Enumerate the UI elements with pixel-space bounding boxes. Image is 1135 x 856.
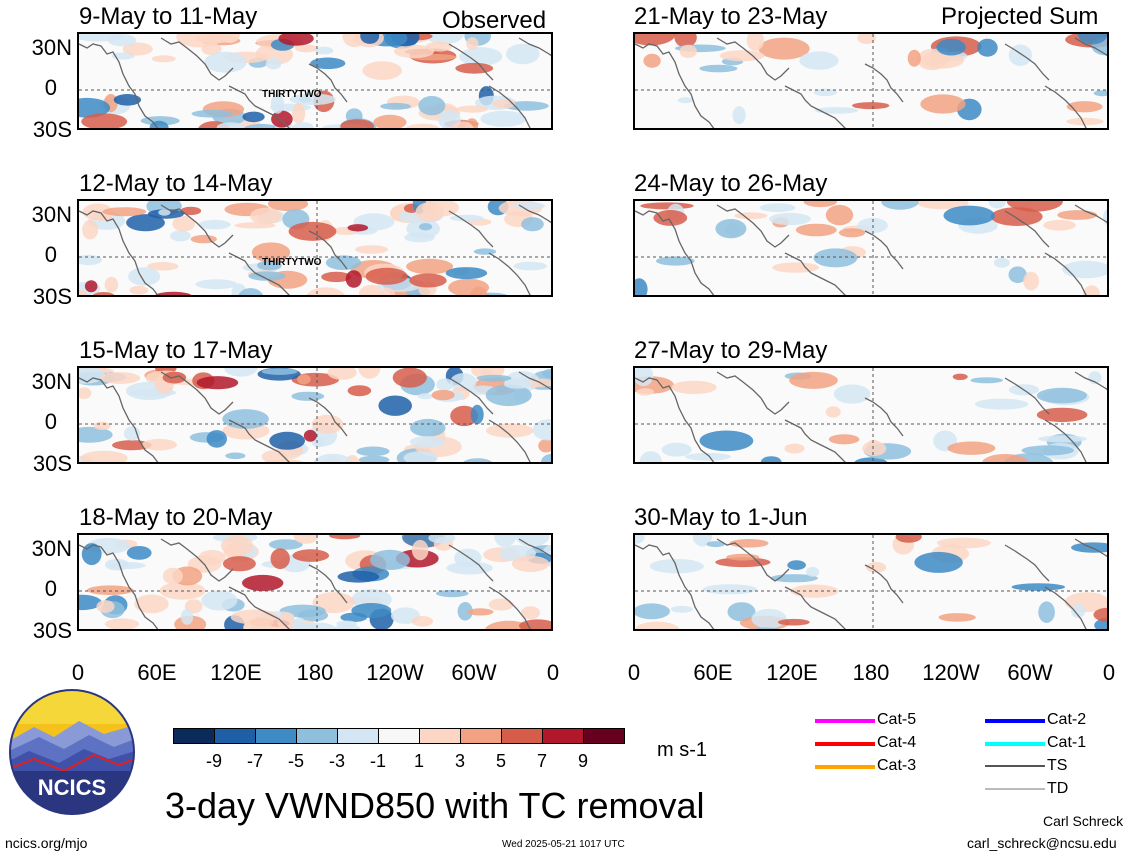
map-panel-obs-3 (77, 366, 553, 464)
lat-label-30s: 30S (32, 117, 72, 142)
colorbar-swatch (255, 728, 297, 744)
colorbar-tick-label: 9 (577, 751, 588, 771)
map-field (635, 368, 1107, 462)
tc-legend-label: TS (1047, 757, 1068, 774)
colorbar-unit: m s-1 (657, 739, 707, 761)
lat-label-eq: 0 (44, 576, 57, 601)
colorbar-tick-label: -1 (369, 751, 386, 771)
panel-title-obs-4: 18-May to 20-May (79, 504, 273, 531)
lat-label-30s: 30S (32, 451, 72, 476)
colorbar-swatch (378, 728, 420, 744)
colorbar-swatch (583, 728, 625, 744)
footer-author: Carl Schreck (1043, 813, 1124, 829)
colorbar-tick-label: 3 (454, 751, 465, 771)
colorbar-tick-label: -3 (328, 751, 345, 771)
map-panel-proj-3 (633, 366, 1109, 464)
panel-title-proj-2: 24-May to 26-May (634, 170, 828, 197)
map-field (79, 201, 551, 295)
lat-label-30n: 30N (31, 35, 72, 60)
colorbar-tick-label: -9 (205, 751, 222, 771)
lat-label-30n: 30N (31, 369, 72, 394)
projected-sum-header: Projected Sum (941, 3, 1099, 30)
lon-label-0: 0 (627, 660, 641, 685)
lon-label-60w: 60W (451, 660, 497, 685)
lat-label-eq: 0 (44, 242, 57, 267)
map-field (635, 535, 1107, 629)
figure-title: 3-day VWND850 with TC removal (165, 785, 705, 826)
ncics-logo[interactable]: NCICS (9, 689, 135, 815)
tc-legend-line (815, 719, 875, 723)
map-field (635, 34, 1107, 128)
tc-legend-label: Cat-1 (1047, 734, 1087, 751)
panel-title-proj-1: 21-May to 23-May (634, 3, 828, 30)
tc-legend-line (985, 742, 1045, 746)
lon-label-0-end: 0 (546, 660, 560, 685)
colorbar-tick-label: -5 (287, 751, 304, 771)
panel-title-obs-2: 12-May to 14-May (79, 170, 273, 197)
tc-legend-label: Cat-2 (1047, 711, 1087, 728)
map-panel-proj-4 (633, 533, 1109, 631)
map-panel-obs-2 (77, 199, 553, 297)
map-panel-proj-1 (633, 32, 1109, 130)
panel-title-obs-1: 9-May to 11-May (79, 3, 258, 30)
tc-legend-line (815, 765, 875, 769)
map-field (79, 368, 551, 462)
map-field (79, 535, 551, 629)
tc-legend-line (985, 788, 1045, 790)
colorbar-tick-label: 1 (413, 751, 424, 771)
lon-label-120w: 120W (922, 660, 980, 685)
lon-label-180: 180 (852, 660, 890, 685)
lon-label-120w: 120W (366, 660, 424, 685)
map-field (79, 34, 551, 128)
lat-label-eq: 0 (44, 75, 57, 100)
panel-title-proj-3: 27-May to 29-May (634, 337, 828, 364)
colorbar-tick-label: 7 (536, 751, 547, 771)
lon-label-180: 180 (296, 660, 334, 685)
colorbar-swatch (460, 728, 502, 744)
lon-label-60e: 60E (137, 660, 177, 685)
storm-label-obs-2: THIRTYTWO (262, 257, 322, 268)
lat-label-eq: 0 (44, 409, 57, 434)
tc-legend-label: Cat-5 (877, 711, 917, 728)
tc-legend-label: Cat-4 (877, 734, 917, 751)
logo-text: NCICS (38, 775, 106, 800)
lat-label-30n: 30N (31, 202, 72, 227)
lat-label-30n: 30N (31, 536, 72, 561)
observed-header: Observed (442, 7, 547, 34)
colorbar-swatch (419, 728, 461, 744)
footer-url[interactable]: ncics.org/mjo (5, 835, 88, 851)
lon-label-120e: 120E (210, 660, 262, 685)
tc-legend-line (815, 742, 875, 746)
lat-label-30s: 30S (32, 618, 72, 643)
colorbar-swatch (296, 728, 338, 744)
lon-label-60w: 60W (1007, 660, 1053, 685)
panel-title-obs-3: 15-May to 17-May (79, 337, 273, 364)
map-field (635, 201, 1107, 295)
colorbar-swatch (337, 728, 379, 744)
lon-label-0-end: 0 (1102, 660, 1116, 685)
map-panel-obs-1 (77, 32, 553, 130)
colorbar-swatch (542, 728, 584, 744)
footer-timestamp: Wed 2025-05-21 1017 UTC (502, 839, 625, 850)
map-panel-proj-2 (633, 199, 1109, 297)
colorbar-swatch (173, 728, 215, 744)
lon-label-120e: 120E (766, 660, 818, 685)
map-panel-obs-4 (77, 533, 553, 631)
tc-legend-label: TD (1047, 780, 1069, 797)
lat-label-30s: 30S (32, 284, 72, 309)
colorbar-tick-label: 5 (495, 751, 506, 771)
tc-legend-line (985, 765, 1045, 767)
colorbar-tick-label: -7 (246, 751, 263, 771)
panel-title-proj-4: 30-May to 1-Jun (634, 504, 808, 531)
colorbar-swatch (501, 728, 543, 744)
storm-label-obs-1: THIRTYTWO (262, 89, 322, 100)
colorbar-swatch (214, 728, 256, 744)
tc-legend-line (985, 719, 1045, 723)
footer-email[interactable]: carl_schreck@ncsu.edu (967, 835, 1117, 851)
lon-label-0: 0 (71, 660, 85, 685)
tc-legend-label: Cat-3 (877, 757, 917, 774)
lon-label-60e: 60E (693, 660, 733, 685)
